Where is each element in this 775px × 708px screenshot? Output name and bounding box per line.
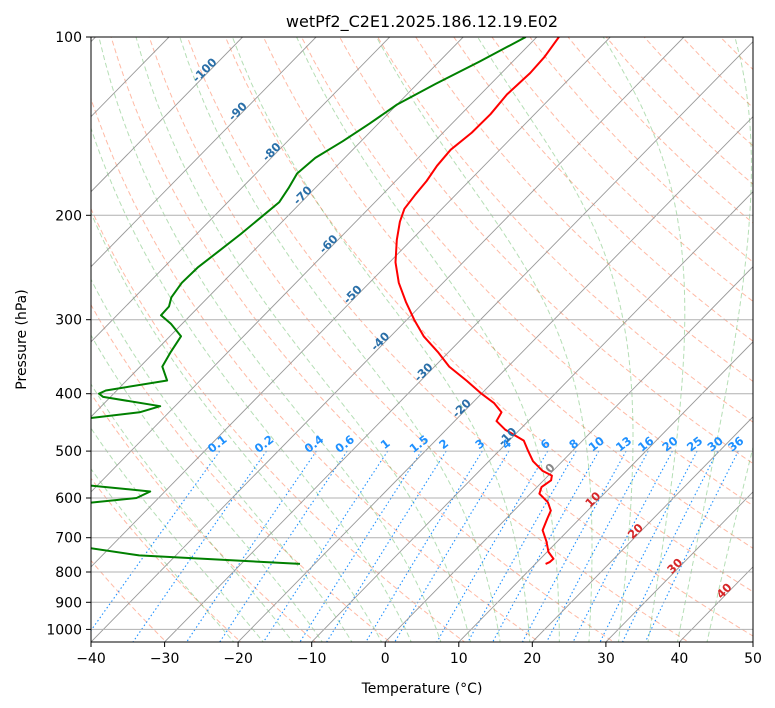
x-tick-label: −30 xyxy=(150,651,180,667)
dry-adiabat-line xyxy=(415,37,753,382)
dry-adiabat-line xyxy=(339,37,753,465)
isotherm-line xyxy=(91,37,685,642)
dry-adiabat-line xyxy=(148,37,690,642)
y-tick-label: 100 xyxy=(55,30,82,46)
y-tick-label: 700 xyxy=(55,531,82,547)
isotherm-line xyxy=(605,491,753,642)
y-tick-label: 600 xyxy=(55,491,82,507)
isotherm-line xyxy=(458,341,753,642)
dry-adiabat-line xyxy=(377,37,753,423)
dry-adiabat-line xyxy=(262,37,753,549)
dry-adiabat-line xyxy=(300,37,753,507)
y-tick-label: 900 xyxy=(55,595,82,611)
mixing-ratio-line xyxy=(185,450,317,642)
mixing-ratio-line xyxy=(599,450,698,642)
mixing-ratio-line xyxy=(299,450,422,642)
x-axis: −40 −30 −20 −10 0 10 20 30 40 50 xyxy=(76,642,762,667)
x-tick-label: 20 xyxy=(523,651,541,667)
x-tick-label: 40 xyxy=(670,651,688,667)
grid xyxy=(91,37,753,642)
chart-title: wetPf2_C2E1.2025.186.12.19.E02 xyxy=(286,12,558,32)
mixing-ratio-line xyxy=(572,450,673,642)
y-tick-label: 500 xyxy=(55,444,82,460)
x-tick-label: 0 xyxy=(381,651,390,667)
x-tick-label: −10 xyxy=(297,651,327,667)
x-tick-label: 50 xyxy=(744,651,762,667)
isotherm-line xyxy=(164,40,753,642)
mixing-ratio-line xyxy=(644,450,739,642)
isotherm-line xyxy=(311,191,753,642)
isotherm-line xyxy=(531,416,753,642)
dry-adiabat-line xyxy=(491,37,753,302)
y-axis-title: Pressure (hPa) xyxy=(14,289,30,389)
profiles xyxy=(91,37,560,565)
y-tick-label: 200 xyxy=(55,208,82,224)
temperature-profile xyxy=(394,37,560,565)
mixing-ratio-line xyxy=(91,450,221,632)
plot-area: 0.1 0.2 0.4 0.6 1 1.5 2 3 4 6 8 10 13 16 20 25 30 36-100-… xyxy=(91,37,753,642)
mixing-ratio-line xyxy=(521,450,627,642)
y-tick-label: 1000 xyxy=(46,622,82,638)
dewpoint-profile xyxy=(91,37,527,565)
x-tick-label: −40 xyxy=(76,651,106,667)
isotherm-line xyxy=(91,37,464,418)
mixing-ratio-line xyxy=(326,450,447,642)
x-axis-title: Temperature (°C) xyxy=(361,681,483,697)
mixing-ratio-line xyxy=(621,450,719,642)
x-tick-label: −20 xyxy=(223,651,253,667)
x-tick-label: 30 xyxy=(597,651,615,667)
isotherm-line xyxy=(91,37,538,493)
isotherm-line xyxy=(91,37,317,268)
plot-frame xyxy=(90,36,754,643)
y-tick-label: 800 xyxy=(55,565,82,581)
dry-adiabat-line xyxy=(453,37,753,342)
moist-adiabat-line xyxy=(91,468,235,642)
y-tick-label: 400 xyxy=(55,387,82,403)
mixing-ratio-line xyxy=(436,450,549,642)
y-axis: 100 200 300 400 500 600 700 800 900 1000 xyxy=(46,30,91,638)
mixing-ratio-line xyxy=(219,450,348,642)
isotherm-line xyxy=(91,37,243,193)
moist-adiabat-line xyxy=(91,383,294,642)
moist-adiabat-line xyxy=(98,37,442,642)
isotherm-line xyxy=(384,266,753,642)
isotherm-line xyxy=(91,37,391,343)
y-tick-label: 300 xyxy=(55,313,82,329)
x-tick-label: 10 xyxy=(450,651,468,667)
isotherm-line xyxy=(237,115,753,642)
isotherm-line xyxy=(91,37,611,568)
mixing-ratio-line xyxy=(546,450,649,642)
dry-adiabat-line xyxy=(91,303,391,642)
